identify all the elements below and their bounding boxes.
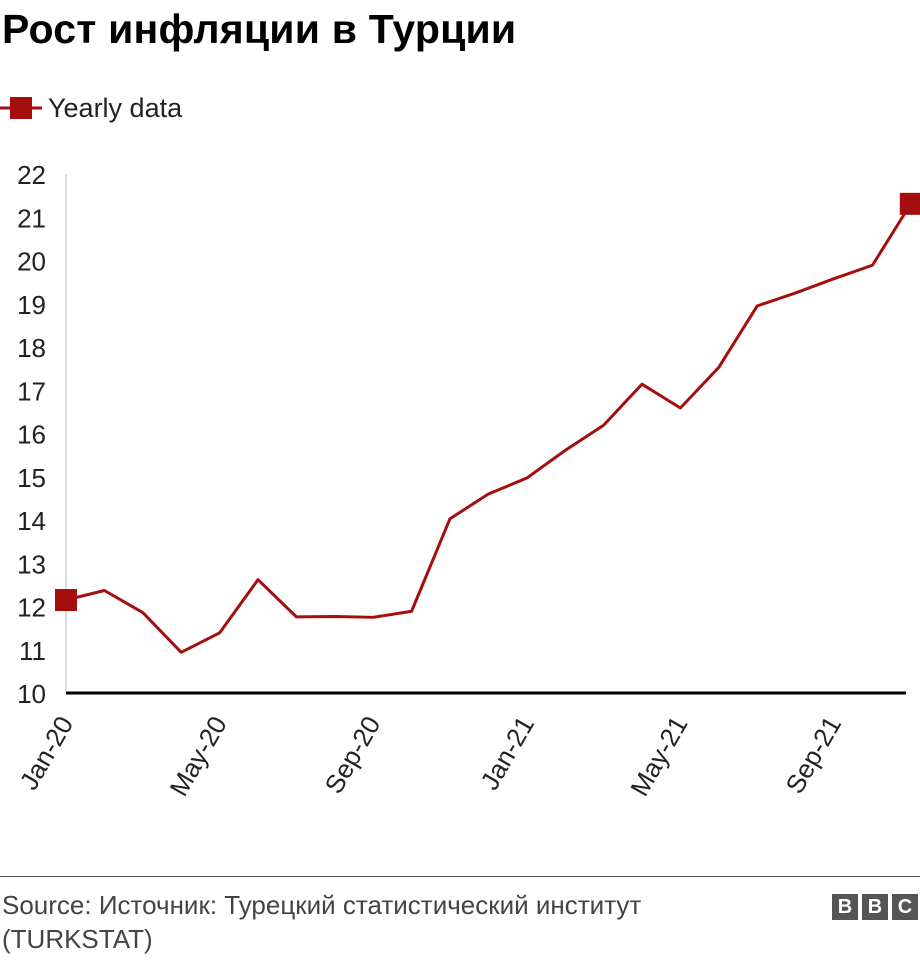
line-chart: 10 11 12 13 14 15 16 17 18 19 20 21 22 Jan-20 May-20 S… — [13, 160, 920, 801]
y-tick-label: 15 — [17, 463, 46, 493]
y-tick-label: 14 — [17, 506, 46, 536]
series-line-yearly-data — [65, 203, 913, 654]
y-tick-label: 13 — [17, 549, 46, 579]
x-tick-label: May-21 — [624, 711, 693, 801]
y-tick-label: 22 — [17, 160, 46, 190]
y-tick-label: 17 — [17, 376, 46, 406]
y-tick-label: 12 — [17, 593, 46, 623]
bbc-logo-letter: B — [832, 894, 858, 920]
legend-label: Yearly data — [48, 92, 183, 123]
data-point-end — [899, 192, 920, 215]
source-note: Source: Источник: Турецкий статистически… — [2, 890, 642, 954]
x-tick-label: Sep-21 — [779, 711, 847, 799]
x-tick-label: Jan-21 — [474, 711, 540, 795]
x-tick-label: Sep-20 — [318, 711, 386, 799]
y-tick-label: 16 — [17, 420, 46, 450]
y-tick-label: 18 — [17, 333, 46, 363]
chart-title: Рост инфляции в Турции — [2, 6, 517, 52]
x-tick-label: Jan-20 — [13, 711, 79, 795]
legend-swatch-icon — [0, 97, 42, 119]
y-tick-label: 19 — [17, 290, 46, 320]
data-point-start — [55, 589, 77, 612]
y-tick-label: 11 — [19, 636, 46, 666]
x-tick-label: May-20 — [163, 711, 232, 801]
footer-divider — [0, 876, 920, 877]
y-tick-label: 20 — [17, 247, 46, 277]
bbc-logo-letter: B — [862, 894, 888, 920]
y-tick-label: 21 — [17, 203, 46, 233]
bbc-logo: B B C — [832, 894, 918, 920]
y-tick-label: 10 — [17, 679, 46, 709]
bbc-logo-letter: C — [892, 894, 918, 920]
legend: Yearly data — [0, 88, 182, 128]
